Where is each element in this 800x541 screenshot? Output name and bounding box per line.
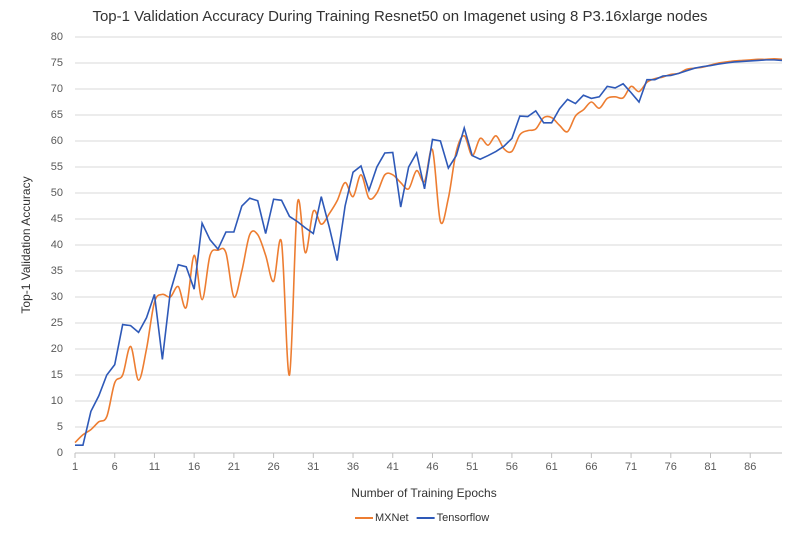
line-series	[75, 59, 783, 446]
x-tick-label: 11	[149, 461, 160, 473]
y-tick-label: 10	[51, 395, 63, 407]
line-series	[74, 58, 783, 444]
x-tick-label: 21	[228, 461, 240, 473]
y-tick-label: 80	[51, 31, 63, 43]
x-tick-label: 56	[506, 461, 518, 473]
y-axis-title: Top-1 Validation Accuracy	[19, 176, 33, 313]
x-tick-label: 6	[112, 461, 118, 473]
y-tick-label: 75	[51, 57, 63, 69]
y-tick-label: 50	[51, 187, 63, 199]
y-tick-label: 70	[51, 83, 63, 95]
x-tick-label: 31	[307, 461, 319, 473]
x-tick-label: 41	[387, 461, 399, 473]
x-tick-label: 46	[426, 461, 438, 473]
y-tick-label: 45	[51, 213, 63, 225]
y-tick-label: 5	[57, 421, 63, 433]
legend-label: Tensorflow	[437, 512, 490, 524]
y-tick-label: 55	[51, 161, 63, 173]
x-tick-label: 71	[625, 461, 637, 473]
y-tick-label: 30	[51, 291, 63, 303]
x-tick-label: 86	[744, 461, 756, 473]
y-tick-label: 35	[51, 265, 63, 277]
y-tick-label: 20	[51, 343, 63, 355]
x-tick-label: 66	[585, 461, 597, 473]
x-tick-label: 76	[665, 461, 677, 473]
x-tick-label: 26	[267, 461, 279, 473]
y-tick-label: 40	[51, 239, 63, 251]
x-tick-label: 1	[72, 461, 78, 473]
legend-label: MXNet	[375, 512, 409, 524]
x-tick-label: 36	[347, 461, 359, 473]
x-tick-label: 16	[188, 461, 200, 473]
y-tick-label: 25	[51, 317, 63, 329]
y-tick-label: 0	[57, 447, 63, 459]
y-tick-label: 60	[51, 135, 63, 147]
x-tick-label: 81	[704, 461, 716, 473]
chart-title: Top-1 Validation Accuracy During Trainin…	[92, 8, 707, 25]
y-tick-label: 65	[51, 109, 63, 121]
x-axis-title: Number of Training Epochs	[351, 486, 496, 500]
x-tick-label: 61	[546, 461, 558, 473]
y-tick-label: 15	[51, 369, 63, 381]
x-tick-label: 51	[466, 461, 478, 473]
